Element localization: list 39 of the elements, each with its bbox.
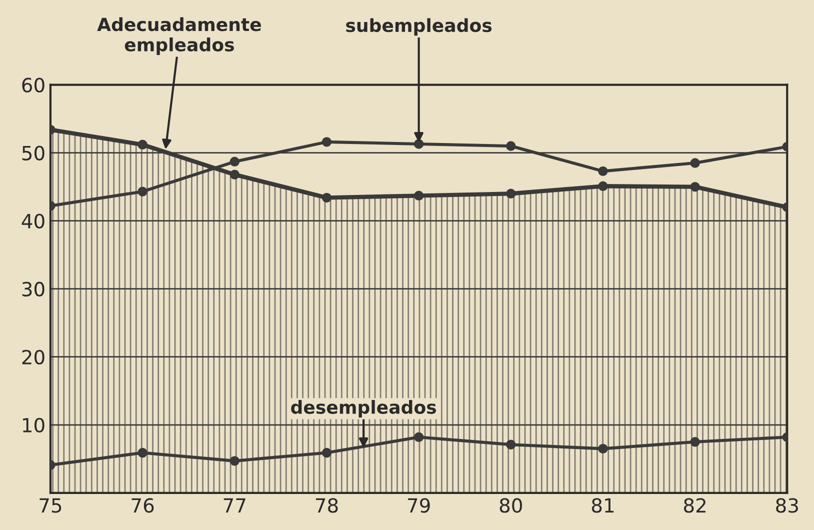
point (690, 158, 700, 168)
y-tick-label: 50 (22, 146, 44, 160)
point (322, 192, 332, 203)
point (138, 186, 148, 196)
point (138, 140, 148, 150)
point (322, 137, 332, 147)
x-tick-label: 78 (316, 498, 338, 513)
x-tick-label: 83 (776, 498, 798, 513)
point (414, 139, 424, 149)
annotation: Adecuadamente empleados (97, 17, 261, 55)
x-tick-label: 80 (500, 498, 522, 513)
point (230, 456, 240, 466)
point (230, 156, 240, 167)
y-tick-label: 40 (22, 214, 44, 228)
x-tick-label: 75 (40, 498, 62, 513)
point (506, 440, 516, 450)
x-tick-label: 79 (408, 498, 430, 513)
point (506, 188, 516, 198)
y-tick-label: 10 (23, 418, 44, 433)
x-tick-label: 82 (684, 498, 706, 513)
point (230, 170, 240, 180)
y-tick-label: 20 (22, 350, 44, 365)
point (598, 181, 608, 192)
point (598, 166, 608, 176)
point (138, 448, 148, 458)
point (414, 432, 424, 442)
x-tick-label: 81 (592, 498, 614, 513)
annotation: desempleados (291, 400, 436, 418)
point (506, 141, 516, 151)
annotation: subempleados (346, 18, 492, 36)
y-tick-label: 30 (22, 282, 44, 297)
x-tick-label: 77 (224, 498, 246, 513)
point (414, 190, 424, 201)
point (598, 444, 608, 454)
x-tick-label: 76 (132, 498, 154, 513)
point (322, 448, 332, 458)
point (690, 182, 700, 192)
y-tick-label: 60 (22, 78, 44, 92)
point (690, 437, 700, 447)
